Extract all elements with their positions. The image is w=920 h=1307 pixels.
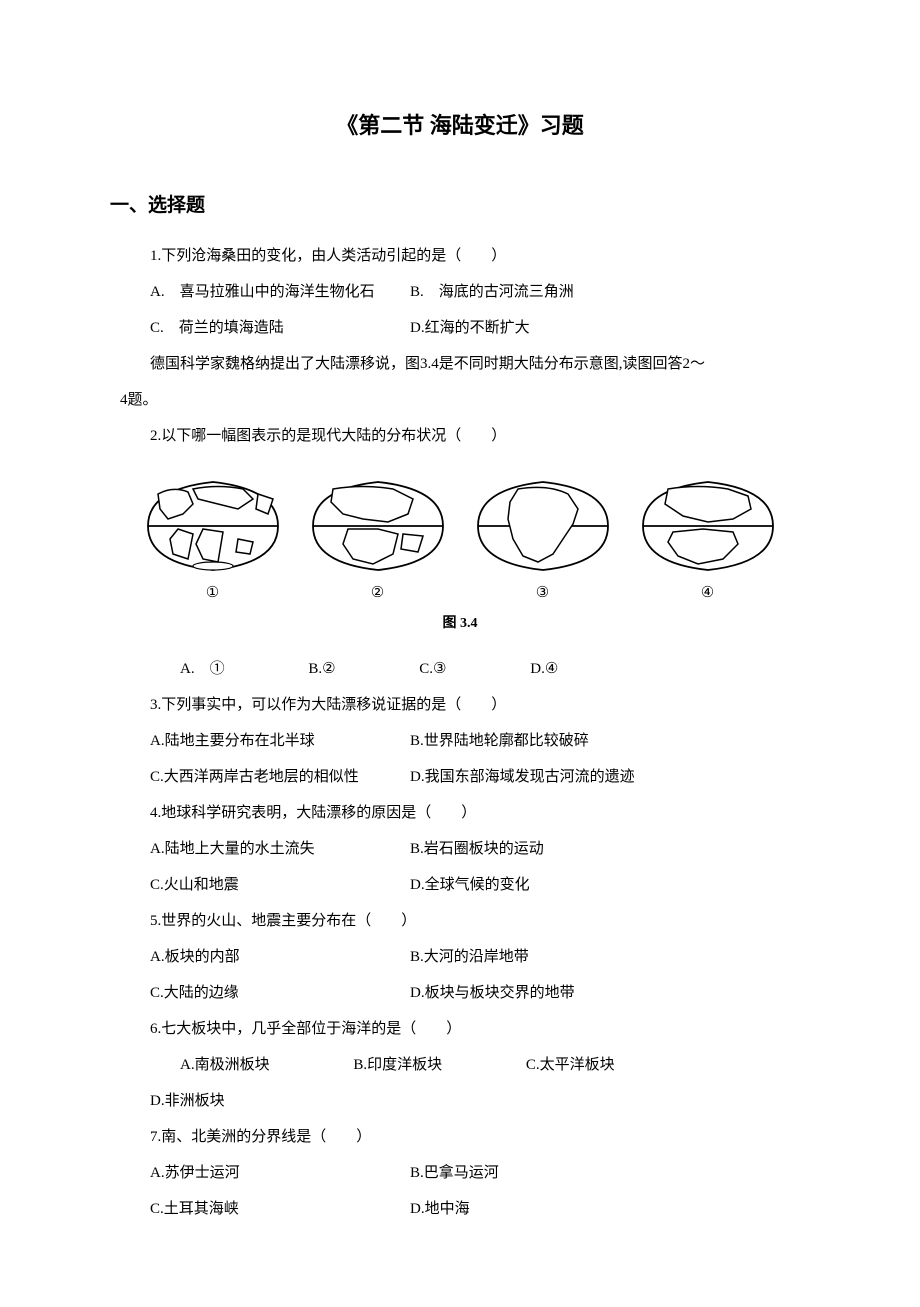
figure-caption: 图 3.4 xyxy=(120,607,800,641)
q1-option-d: D.红海的不断扩大 xyxy=(410,310,800,346)
q1-stem: 1.下列沧海桑田的变化，由人类活动引起的是（ ） xyxy=(120,238,800,274)
q6-stem: 6.七大板块中，几乎全部位于海洋的是（ ） xyxy=(120,1011,800,1047)
map-intermediate1-icon xyxy=(303,474,453,579)
map-intermediate2-icon xyxy=(633,474,783,579)
q5-option-d: D.板块与板块交界的地带 xyxy=(410,975,800,1011)
q4-option-b: B.岩石圈板块的运动 xyxy=(410,831,800,867)
q3-option-b: B.世界陆地轮廓都比较破碎 xyxy=(410,723,800,759)
q4-option-a: A.陆地上大量的水土流失 xyxy=(120,831,410,867)
q6-options: A.南极洲板块 B.印度洋板块 C.太平洋板块 D.非洲板块 xyxy=(120,1047,800,1119)
q5-option-a: A.板块的内部 xyxy=(120,939,410,975)
diagram-2: ② xyxy=(295,474,460,602)
map-modern-icon xyxy=(138,474,288,579)
q7-option-b: B.巴拿马运河 xyxy=(410,1155,800,1191)
q4-stem: 4.地球科学研究表明，大陆漂移的原因是（ ） xyxy=(120,795,800,831)
q5-option-b: B.大河的沿岸地带 xyxy=(410,939,800,975)
q7-option-c: C.土耳其海峡 xyxy=(120,1191,410,1227)
q4-option-c: C.火山和地震 xyxy=(120,867,410,903)
q2-option-b: B.② xyxy=(278,651,335,687)
q3-stem: 3.下列事实中，可以作为大陆漂移说证据的是（ ） xyxy=(120,687,800,723)
q2-option-c: C.③ xyxy=(389,651,446,687)
diagram-4: ④ xyxy=(625,474,790,602)
q3-option-a: A.陆地主要分布在北半球 xyxy=(120,723,410,759)
q6-option-c: C.太平洋板块 xyxy=(496,1047,615,1083)
q6-option-d: D.非洲板块 xyxy=(120,1083,225,1119)
q5-stem: 5.世界的火山、地震主要分布在（ ） xyxy=(120,903,800,939)
q2-stem: 2.以下哪一幅图表示的是现代大陆的分布状况（ ） xyxy=(120,418,800,454)
diagram-1-label: ① xyxy=(130,584,295,602)
q3-option-d: D.我国东部海域发现古河流的遗迹 xyxy=(410,759,800,795)
q3-option-c: C.大西洋两岸古老地层的相似性 xyxy=(120,759,410,795)
diagram-4-label: ④ xyxy=(625,584,790,602)
passage-2-4-line1: 德国科学家魏格纳提出了大陆漂移说，图3.4是不同时期大陆分布示意图,读图回答2～ xyxy=(120,346,800,382)
figure-3-4: ① ② ③ ④ xyxy=(120,474,800,602)
q7-option-d: D.地中海 xyxy=(410,1191,800,1227)
q5-option-c: C.大陆的边缘 xyxy=(120,975,410,1011)
q6-option-a: A.南极洲板块 xyxy=(150,1047,270,1083)
diagram-3: ③ xyxy=(460,474,625,602)
q2-options: A. ① B.② C.③ D.④ xyxy=(120,651,800,687)
q2-option-d: D.④ xyxy=(500,651,558,687)
diagram-2-label: ② xyxy=(295,584,460,602)
q1-option-a: A. 喜马拉雅山中的海洋生物化石 xyxy=(120,274,410,310)
map-pangaea-icon xyxy=(468,474,618,579)
q4-option-d: D.全球气候的变化 xyxy=(410,867,800,903)
passage-2-4-line2: 4题。 xyxy=(120,382,800,418)
q6-option-b: B.印度洋板块 xyxy=(323,1047,442,1083)
q7-stem: 7.南、北美洲的分界线是（ ） xyxy=(120,1119,800,1155)
q2-option-a: A. ① xyxy=(150,651,225,687)
diagram-3-label: ③ xyxy=(460,584,625,602)
q1-option-c: C. 荷兰的填海造陆 xyxy=(120,310,410,346)
diagram-1: ① xyxy=(130,474,295,602)
section-heading-1: 一、选择题 xyxy=(110,183,800,229)
q1-option-b: B. 海底的古河流三角洲 xyxy=(410,274,800,310)
document-title: 《第二节 海陆变迁》习题 xyxy=(120,100,800,153)
q7-option-a: A.苏伊士运河 xyxy=(120,1155,410,1191)
